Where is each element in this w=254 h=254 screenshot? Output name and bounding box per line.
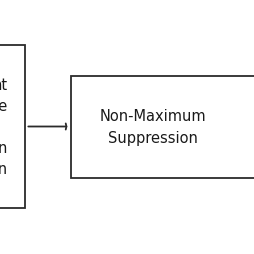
Text: Non-Maximum
Suppression: Non-Maximum Suppression [99,109,205,145]
Text: nt
de

ion
ation: nt de ion ation [0,78,8,176]
FancyBboxPatch shape [71,76,254,178]
FancyBboxPatch shape [0,46,25,208]
